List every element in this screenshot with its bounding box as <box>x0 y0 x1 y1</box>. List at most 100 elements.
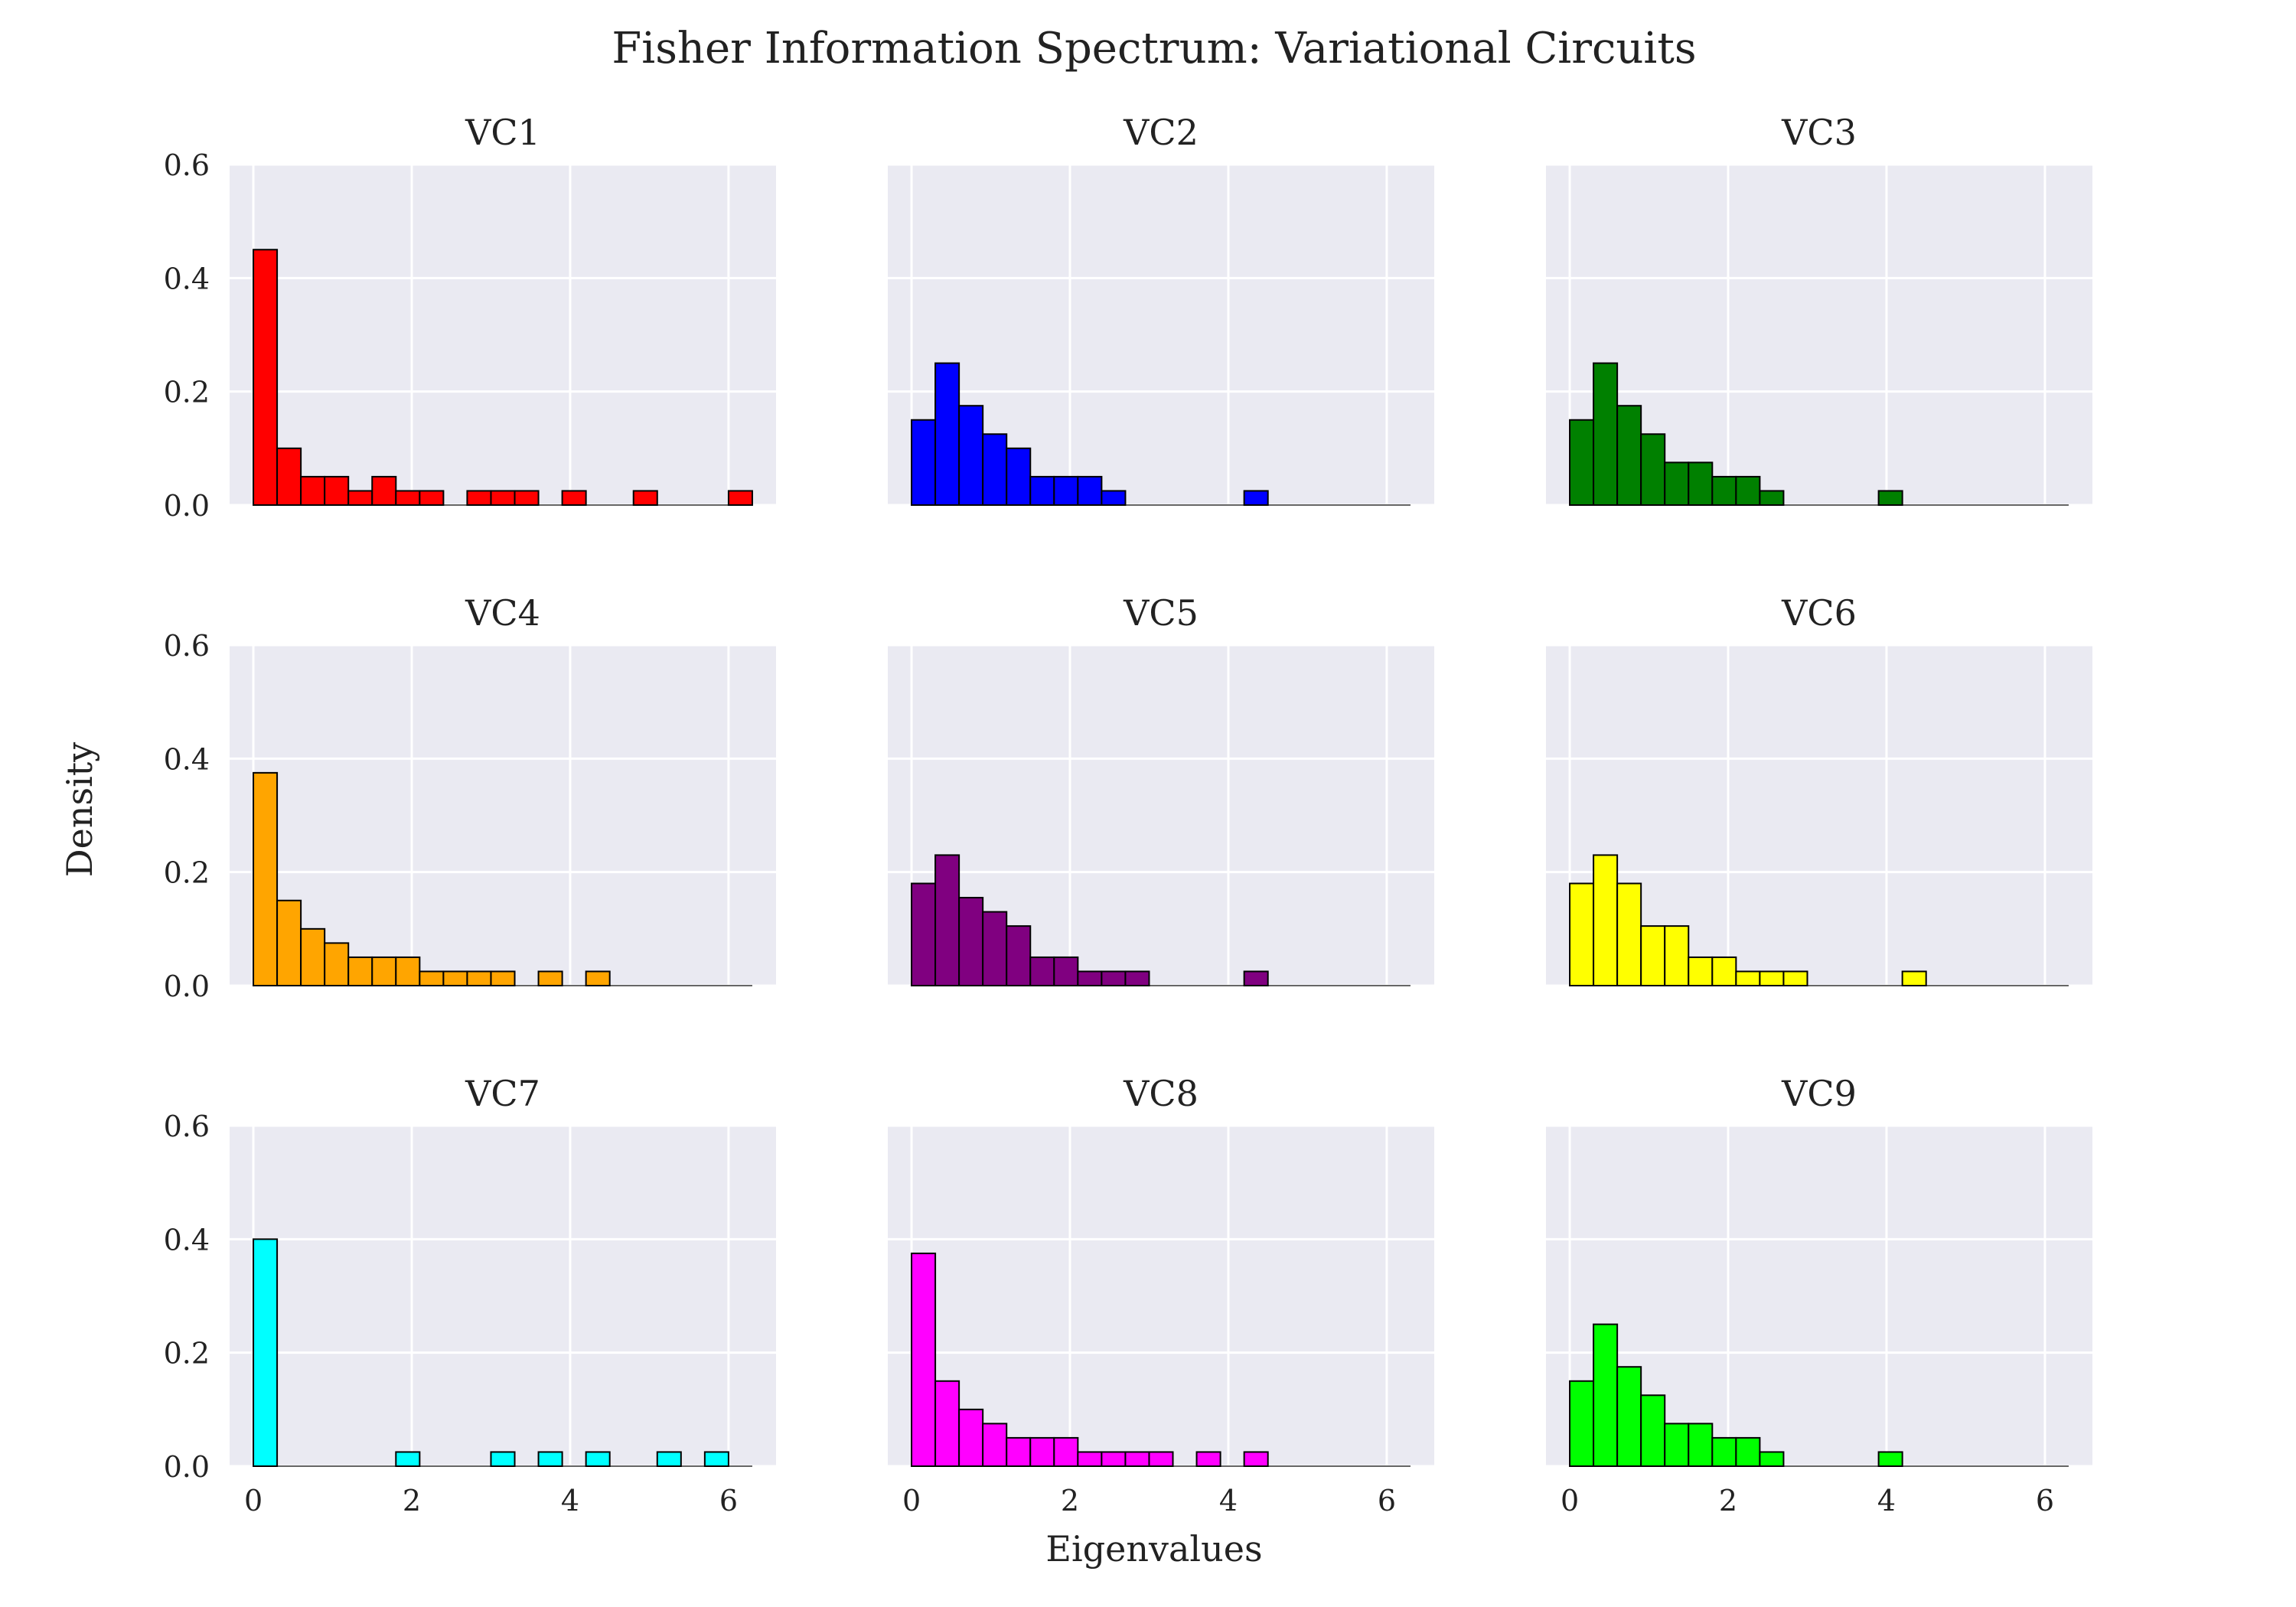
histogram-bar <box>1006 925 1032 986</box>
subplot-3: VC3 <box>1546 112 2092 507</box>
histogram-bar <box>276 447 302 506</box>
histogram-bar <box>1901 970 1927 987</box>
histogram-bar <box>490 1451 516 1468</box>
histogram-bar <box>300 927 326 987</box>
histogram-bar <box>1759 970 1785 987</box>
histogram-bar <box>1664 925 1690 986</box>
histogram-bar <box>911 1252 937 1467</box>
histogram-bar <box>1569 419 1595 506</box>
histogram-bar <box>1711 956 1737 986</box>
histogram-bar <box>585 970 611 987</box>
histogram-bar <box>1735 970 1761 987</box>
x-tick-label: 4 <box>1877 1484 1896 1517</box>
histogram-bar <box>300 475 326 507</box>
histogram-bar <box>537 970 563 987</box>
x-tick-label: 0 <box>244 1484 263 1517</box>
histogram-bar <box>1006 1436 1032 1467</box>
histogram-bar <box>1101 1451 1127 1468</box>
y-tick-label: 0.4 <box>164 1223 210 1257</box>
histogram-bar <box>934 854 960 986</box>
subplot-5: VC5 <box>888 592 1434 987</box>
histogram-bar <box>1593 854 1619 986</box>
histogram-bar <box>1101 490 1127 506</box>
histogram-bar <box>1243 970 1269 987</box>
subplot-title: VC6 <box>1781 592 1857 634</box>
histogram-bar <box>1569 1380 1595 1467</box>
histogram-bar <box>466 490 492 506</box>
histogram-bar <box>1148 1451 1174 1468</box>
y-tick-label: 0.4 <box>164 262 210 295</box>
histogram-bar <box>911 882 937 986</box>
histogram-bar <box>934 1380 960 1467</box>
histogram-bar <box>1688 461 1714 506</box>
y-tick-label: 0.6 <box>164 629 210 663</box>
subplot-title: VC5 <box>1123 592 1199 634</box>
subplot-7: VC7 0.0 0.2 0.4 0.6 0 2 4 6 <box>164 1073 776 1517</box>
x-tick-label: 6 <box>1378 1484 1396 1517</box>
x-tick-label: 2 <box>1061 1484 1079 1517</box>
histogram-bar <box>1593 362 1619 507</box>
histogram-bar <box>514 490 540 506</box>
y-tick-label: 0.2 <box>164 1337 210 1371</box>
histogram-bar <box>656 1451 682 1468</box>
subplot-title: VC7 <box>465 1073 540 1114</box>
histogram-bar <box>982 1423 1008 1467</box>
histogram-bar <box>958 405 984 506</box>
histogram-bar <box>442 970 468 987</box>
histogram-bar <box>1688 956 1714 986</box>
histogram-bar <box>324 942 350 986</box>
figure-title: Fisher Information Spectrum: Variational… <box>612 24 1696 73</box>
histogram-bar <box>632 490 658 506</box>
histogram-bar <box>1782 970 1808 987</box>
histogram-bar <box>1243 490 1269 506</box>
histogram-bar <box>1053 475 1079 507</box>
histogram-bar <box>703 1451 729 1468</box>
y-tick-label: 0.0 <box>164 970 210 1003</box>
histogram-bar <box>1735 1436 1761 1467</box>
histogram-bar <box>253 1238 279 1468</box>
histogram-bar <box>1759 1451 1785 1468</box>
histogram-bar <box>1711 1436 1737 1467</box>
x-tick-label: 2 <box>1719 1484 1737 1517</box>
histogram-bar <box>1593 1323 1619 1468</box>
subplot-title: VC8 <box>1123 1073 1199 1114</box>
histogram-bar <box>1077 970 1103 987</box>
histogram-bar <box>1759 490 1785 506</box>
histogram-bar <box>958 1408 984 1468</box>
histogram-bar <box>1006 447 1032 506</box>
histogram-bar <box>1124 1451 1150 1468</box>
histogram-bar <box>561 490 587 506</box>
histogram-bar <box>1616 1366 1642 1468</box>
histogram-bar <box>253 771 279 986</box>
x-tick-label: 6 <box>719 1484 738 1517</box>
x-tick-label: 0 <box>902 1484 921 1517</box>
histogram-bar <box>419 970 445 987</box>
subplot-title: VC9 <box>1781 1073 1857 1114</box>
histogram-bar <box>1664 461 1690 506</box>
histogram-bar <box>395 490 421 506</box>
histogram-bar <box>727 490 753 506</box>
histogram-bar <box>1029 956 1055 986</box>
histogram-bar <box>1688 1423 1714 1467</box>
histogram-bar <box>371 956 397 986</box>
histogram-bar <box>395 956 421 986</box>
x-axis-label: Eigenvalues <box>1045 1528 1262 1570</box>
histogram-bar <box>1101 970 1127 987</box>
histogram-bar <box>585 1451 611 1468</box>
histogram-bar <box>253 249 279 506</box>
subplot-8: VC8 0 2 4 6 <box>888 1073 1434 1517</box>
histogram-bar <box>958 897 984 986</box>
plot-area <box>230 1126 776 1466</box>
histogram-bar <box>466 970 492 987</box>
histogram-bar <box>347 956 373 986</box>
subplot-2: VC2 <box>888 112 1434 507</box>
histogram-bar <box>911 419 937 506</box>
histogram-bar <box>1077 475 1103 507</box>
histogram-bar <box>1053 956 1079 986</box>
histogram-bar <box>276 899 302 986</box>
histogram-bar <box>1640 1394 1666 1467</box>
histogram-bar <box>1243 1451 1269 1468</box>
histogram-bar <box>490 970 516 987</box>
histogram-bar <box>1569 882 1595 986</box>
